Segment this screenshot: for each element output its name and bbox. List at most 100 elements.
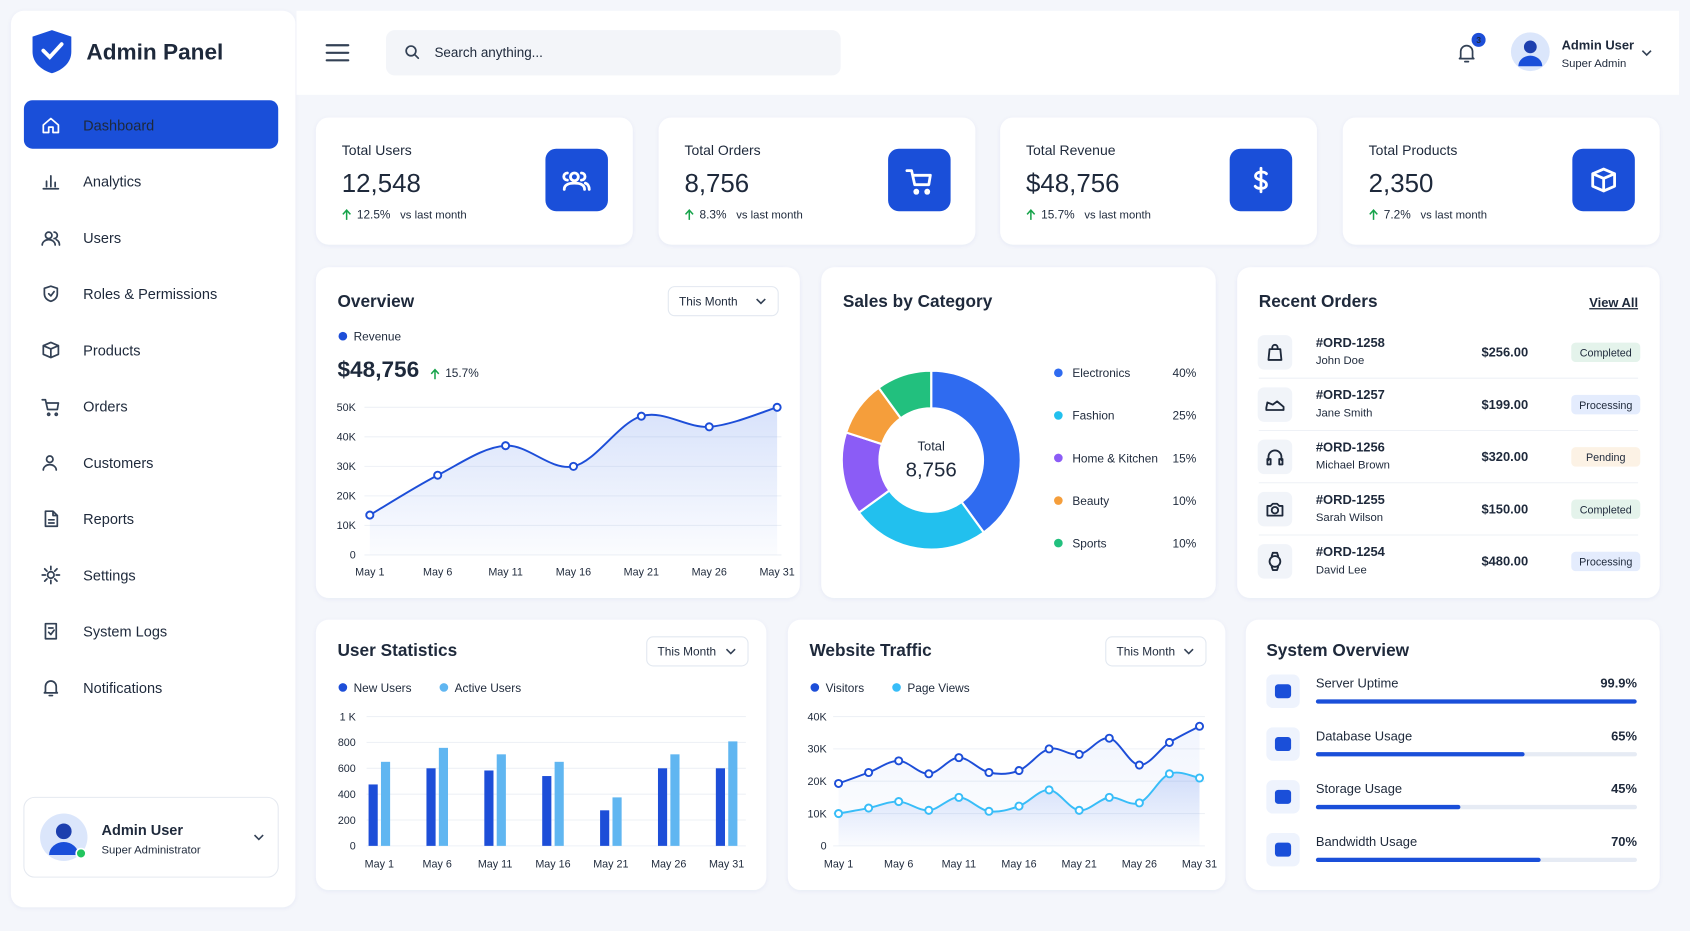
point [864, 803, 874, 813]
legend-dot [1054, 496, 1063, 505]
nav-item[interactable]: Users [83, 231, 121, 247]
nav-item[interactable]: Customers [83, 456, 153, 472]
search-placeholder: Search anything... [434, 45, 542, 60]
area [369, 407, 778, 555]
donut-segment [877, 369, 933, 420]
badge [1471, 32, 1486, 47]
order-icon-box [1257, 387, 1293, 422]
order-status: Completed [1580, 348, 1632, 360]
filter-button[interactable] [667, 286, 779, 317]
nav-item[interactable]: System Logs [83, 625, 167, 641]
point [1134, 760, 1144, 770]
panel-title: System Overview [1266, 640, 1409, 660]
x-tick-label: May 6 [423, 566, 452, 578]
nav-item[interactable]: Orders [83, 400, 127, 416]
point [433, 470, 443, 480]
headline: $48,756 [337, 357, 419, 382]
status-pill [1571, 447, 1641, 467]
y-tick-label: 40K [337, 432, 357, 444]
stat-change: 12.5% [357, 208, 391, 222]
point [1074, 805, 1084, 815]
point [894, 756, 904, 766]
chevron [1183, 648, 1194, 655]
system-item-value: 45% [1611, 781, 1637, 796]
nav-item[interactable]: Analytics [83, 175, 141, 191]
nav-icon [44, 510, 59, 528]
stat-note: vs last month [400, 210, 467, 222]
filter-label[interactable]: This Month [658, 645, 717, 659]
up-arrow [684, 208, 694, 220]
panel-title: Website Traffic [809, 640, 932, 660]
stat-icon-box [888, 148, 951, 212]
point [501, 441, 511, 451]
point [984, 806, 994, 816]
point [954, 753, 964, 763]
filter-label[interactable]: This Month [1117, 645, 1176, 659]
search-box[interactable] [385, 30, 841, 76]
badge-count[interactable]: 3 [1476, 35, 1481, 45]
stat-title: Total Products [1369, 142, 1458, 158]
order-icon-box [1257, 439, 1293, 475]
point [568, 461, 578, 471]
y-tick-label: 0 [350, 841, 356, 853]
nav-item[interactable]: Products [83, 343, 140, 359]
order-status: Processing [1579, 400, 1632, 412]
legend-dot [1054, 453, 1063, 463]
bar [657, 768, 668, 846]
nav-item[interactable]: Notifications [83, 681, 162, 697]
x-tick-label: May 6 [884, 858, 913, 870]
filter-button[interactable] [646, 636, 749, 667]
point [1134, 798, 1144, 808]
y-tick-label: 400 [338, 789, 356, 801]
view-all-link[interactable]: View All [1589, 295, 1638, 310]
order-customer: John Doe [1316, 355, 1364, 367]
avatar-head [1523, 40, 1537, 54]
nav-icon [42, 455, 58, 471]
nav-item[interactable]: Settings [83, 568, 136, 584]
filter-label[interactable]: This Month [679, 294, 738, 308]
legend-label: Revenue [354, 330, 402, 344]
user-card[interactable] [23, 796, 279, 878]
nav-item[interactable]: Roles & Permissions [83, 287, 217, 303]
status-pill [1571, 499, 1641, 519]
filter-button[interactable] [1105, 636, 1207, 667]
search-icon [405, 45, 420, 60]
order-icon [1266, 502, 1284, 517]
user-role: Super Administrator [101, 844, 200, 856]
bar [380, 761, 391, 846]
user-name: Admin User [101, 823, 183, 839]
stat-value: 12,548 [342, 170, 421, 198]
legend-dot [1054, 411, 1063, 420]
order-icon-box [1257, 544, 1293, 579]
x-tick-label: May 11 [488, 566, 523, 578]
y-tick-label: 30K [337, 461, 357, 473]
legend-dot [338, 331, 348, 341]
avatar-body [49, 842, 79, 856]
chevron [1641, 50, 1652, 57]
panel [1237, 267, 1660, 599]
y-tick-label: 50K [337, 402, 357, 414]
legend-label: Electronics [1072, 366, 1130, 380]
status-pill [1571, 551, 1641, 572]
x-tick-label: May 1 [355, 566, 384, 578]
chevron [253, 834, 264, 841]
y-tick-label: 200 [338, 815, 356, 827]
point [1194, 773, 1205, 783]
y-tick-label: 1 K [340, 711, 357, 723]
point [834, 809, 844, 819]
system-icon [1274, 842, 1292, 857]
nav-item[interactable]: Dashboard [83, 118, 154, 134]
nav-item[interactable]: Reports [83, 512, 134, 528]
panel-title: User Statistics [337, 640, 457, 660]
point [984, 767, 994, 778]
center-value: 8,756 [906, 458, 957, 481]
nav-icon [42, 341, 60, 359]
avatar-body [1518, 55, 1543, 67]
system-item-name: Database Usage [1316, 728, 1412, 743]
x-tick-label: May 31 [709, 858, 744, 870]
value-label: 40% [1173, 366, 1197, 380]
order-amount: $199.00 [1481, 397, 1528, 412]
order-icon-box [1257, 335, 1293, 370]
nav-active[interactable] [23, 100, 279, 149]
system-item-name: Bandwidth Usage [1316, 834, 1417, 849]
